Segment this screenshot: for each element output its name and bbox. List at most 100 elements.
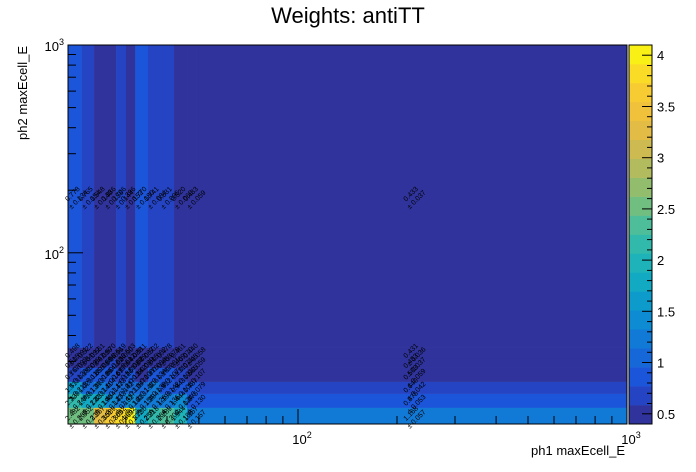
heatmap-cell	[94, 367, 106, 382]
heatmap-cell	[135, 358, 149, 368]
palette-band	[629, 329, 652, 349]
palette-tick-label: 0.5	[657, 407, 675, 422]
heatmap-cells	[68, 45, 628, 425]
heatmap-cell	[187, 358, 200, 368]
heatmap-cell	[125, 358, 136, 368]
heatmap-cell	[125, 367, 136, 382]
x-tick-label: 102	[292, 430, 311, 447]
heatmap-cell	[198, 407, 628, 425]
heatmap-cell	[116, 367, 127, 382]
heatmap-cell	[174, 367, 188, 382]
heatmap-cell	[135, 407, 149, 425]
heatmap-cell	[187, 367, 200, 382]
heatmap-cell	[135, 381, 149, 394]
heatmap-cell	[147, 45, 161, 348]
heatmap-cell	[116, 381, 127, 394]
palette-band	[629, 310, 652, 330]
palette-band	[629, 234, 652, 254]
heatmap-cell	[125, 407, 136, 425]
heatmap-cell	[94, 347, 106, 359]
heatmap-cell	[81, 358, 95, 368]
heatmap-cell	[135, 347, 149, 359]
palette-band	[629, 158, 652, 178]
heatmap-cell	[105, 367, 117, 382]
heatmap-cell	[105, 381, 117, 394]
heatmap-cell	[147, 381, 161, 394]
heatmap-cell	[116, 393, 127, 408]
x-tick-label: 103	[621, 430, 640, 447]
heatmap-cell	[94, 358, 106, 368]
heatmap-cell	[105, 393, 117, 408]
palette-band	[629, 215, 652, 235]
palette-tick-label: 3.5	[657, 100, 675, 115]
palette-band	[629, 348, 652, 368]
heatmap-cell	[68, 407, 82, 425]
heatmap-cell	[94, 45, 106, 348]
palette-band	[629, 82, 652, 103]
heatmap-cell	[68, 347, 82, 359]
heatmap-cell	[105, 347, 117, 359]
heatmap-cell	[187, 347, 200, 359]
palette-band	[629, 196, 652, 216]
chart-title: Weights: antiTT	[271, 3, 425, 28]
heatmap-cell	[105, 407, 117, 425]
heatmap-cell	[198, 381, 628, 394]
palette-band	[629, 120, 652, 141]
heatmap-cell	[198, 45, 628, 348]
y-axis-ticks: 102 103	[45, 37, 83, 399]
palette-band	[629, 101, 652, 122]
heatmap-cell	[94, 393, 106, 408]
palette-band	[629, 367, 652, 387]
palette-tick-label: 3	[657, 151, 664, 166]
heatmap-cell	[135, 393, 149, 408]
heatmap-cell	[159, 45, 175, 348]
palette-band	[629, 45, 652, 65]
heatmap-cell	[174, 407, 188, 425]
heatmap-cell	[198, 358, 628, 368]
heatmap-cell	[81, 45, 95, 348]
palette-band	[629, 253, 652, 273]
heatmap-cell	[81, 347, 95, 359]
palette-tick-label: 4	[657, 48, 664, 63]
heatmap-cell	[147, 367, 161, 382]
heatmap-cell	[81, 381, 95, 394]
palette-tick-label: 2	[657, 253, 664, 268]
heatmap-cell	[159, 367, 175, 382]
heatmap-cell	[125, 45, 136, 348]
color-palette	[628, 44, 653, 425]
heatmap-cell	[68, 45, 82, 348]
plot-frame	[67, 44, 628, 425]
heatmap-cell	[198, 347, 628, 359]
heatmap-cell	[135, 367, 149, 382]
heatmap-cell	[94, 381, 106, 394]
palette-band	[629, 139, 652, 159]
heatmap-cell	[68, 381, 82, 394]
heatmap-cell	[198, 367, 628, 382]
palette-band	[629, 63, 652, 84]
heatmap-cell	[68, 393, 82, 408]
palette-band	[629, 291, 652, 311]
heatmap-cell	[187, 407, 200, 425]
heatmap-cell	[68, 367, 82, 382]
heatmap-cell	[125, 381, 136, 394]
y-tick-label: 102	[45, 245, 64, 262]
heatmap-cell	[174, 393, 188, 408]
palette-band	[629, 386, 652, 406]
palette-tick-label: 1.5	[657, 304, 675, 319]
heatmap-cell	[187, 381, 200, 394]
y-axis-title: ph2 maxEcell_E	[15, 46, 30, 140]
y-tick-label: 103	[45, 37, 64, 54]
heatmap-cell	[81, 367, 95, 382]
heatmap-cell	[147, 358, 161, 368]
heatmap-cell	[147, 347, 161, 359]
palette-frame	[628, 44, 653, 425]
x-axis-ticks: 102 103	[125, 409, 641, 447]
palette-band	[629, 405, 652, 425]
palette-band	[629, 177, 652, 197]
heatmap-cell	[174, 45, 188, 348]
heatmap-cell	[174, 358, 188, 368]
heatmap-cell	[159, 347, 175, 359]
palette-tick-label: 2.5	[657, 202, 675, 217]
heatmap-cell	[116, 407, 127, 425]
